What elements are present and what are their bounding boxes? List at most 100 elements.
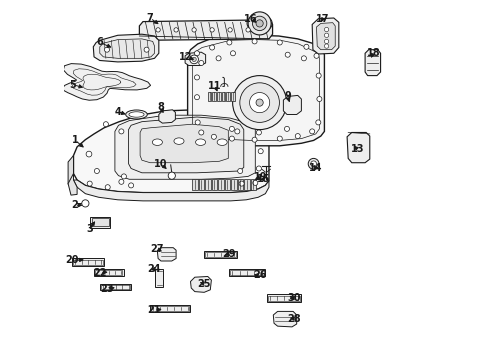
Circle shape — [256, 166, 261, 171]
Bar — [207, 92, 211, 101]
Polygon shape — [93, 34, 159, 62]
Bar — [72, 258, 104, 266]
Circle shape — [256, 130, 261, 135]
Polygon shape — [128, 117, 244, 173]
Circle shape — [309, 129, 314, 134]
Text: 9: 9 — [284, 91, 290, 102]
Bar — [267, 296, 299, 301]
Circle shape — [86, 151, 92, 157]
Text: 26: 26 — [252, 270, 266, 280]
Text: 20: 20 — [65, 255, 79, 265]
Bar — [90, 217, 110, 228]
Circle shape — [284, 126, 289, 131]
Circle shape — [199, 130, 203, 135]
Circle shape — [237, 168, 242, 174]
Text: 24: 24 — [147, 264, 160, 274]
Polygon shape — [115, 115, 255, 179]
Polygon shape — [346, 132, 369, 163]
Polygon shape — [190, 276, 211, 292]
Polygon shape — [273, 311, 296, 327]
Bar — [205, 179, 210, 190]
Circle shape — [230, 51, 235, 56]
Polygon shape — [140, 124, 228, 163]
Circle shape — [156, 28, 160, 32]
Circle shape — [295, 134, 300, 139]
Circle shape — [209, 45, 214, 50]
Circle shape — [310, 161, 316, 167]
Ellipse shape — [195, 139, 205, 145]
Circle shape — [234, 129, 239, 134]
Circle shape — [226, 40, 231, 45]
Bar — [73, 260, 103, 265]
Text: 28: 28 — [287, 314, 301, 324]
Bar — [217, 92, 220, 101]
Circle shape — [256, 20, 263, 27]
Bar — [95, 270, 122, 275]
Circle shape — [307, 158, 318, 169]
Text: 25: 25 — [197, 279, 210, 289]
Text: 14: 14 — [308, 163, 322, 174]
Bar — [199, 179, 204, 190]
Bar — [266, 294, 301, 302]
Bar — [218, 179, 223, 190]
Circle shape — [119, 129, 123, 134]
Circle shape — [252, 180, 257, 185]
Ellipse shape — [152, 139, 162, 145]
Circle shape — [256, 99, 263, 106]
Text: 4: 4 — [114, 107, 121, 117]
Polygon shape — [187, 35, 324, 146]
Circle shape — [252, 16, 266, 31]
Circle shape — [194, 51, 199, 56]
Text: 19: 19 — [253, 172, 267, 182]
Bar — [229, 269, 264, 276]
Circle shape — [239, 181, 244, 186]
Polygon shape — [365, 50, 380, 76]
Circle shape — [81, 200, 89, 207]
Circle shape — [251, 137, 257, 142]
Text: 13: 13 — [350, 144, 364, 154]
Text: 30: 30 — [287, 293, 300, 303]
Circle shape — [313, 53, 318, 58]
Circle shape — [121, 174, 126, 179]
Circle shape — [194, 95, 199, 100]
Circle shape — [211, 134, 216, 139]
Bar — [244, 179, 249, 190]
Circle shape — [104, 47, 109, 52]
Bar — [151, 306, 189, 311]
Circle shape — [316, 96, 321, 102]
Polygon shape — [157, 248, 176, 261]
Bar — [212, 92, 216, 101]
Circle shape — [195, 120, 200, 125]
Text: 11: 11 — [208, 81, 221, 91]
Ellipse shape — [125, 110, 147, 119]
Bar — [226, 92, 230, 101]
Circle shape — [249, 93, 269, 113]
Circle shape — [247, 12, 270, 35]
Circle shape — [87, 181, 92, 186]
Polygon shape — [73, 110, 268, 193]
Polygon shape — [283, 95, 301, 114]
Bar — [205, 252, 236, 257]
Circle shape — [303, 44, 308, 49]
Bar — [250, 179, 256, 190]
Circle shape — [315, 120, 320, 125]
Circle shape — [194, 75, 199, 80]
Circle shape — [105, 185, 110, 190]
Circle shape — [189, 55, 198, 64]
Circle shape — [216, 56, 221, 61]
Text: 17: 17 — [316, 14, 329, 24]
Circle shape — [229, 136, 234, 141]
Bar — [224, 179, 230, 190]
Circle shape — [229, 126, 234, 131]
Text: 6: 6 — [96, 37, 103, 48]
Circle shape — [324, 44, 328, 48]
Circle shape — [301, 56, 306, 61]
Bar — [231, 92, 234, 101]
Ellipse shape — [129, 112, 144, 117]
Bar — [192, 179, 197, 190]
Text: 1: 1 — [72, 135, 79, 145]
Bar — [204, 251, 237, 258]
Bar — [150, 305, 190, 312]
Polygon shape — [159, 110, 175, 123]
Text: 3: 3 — [86, 224, 93, 234]
